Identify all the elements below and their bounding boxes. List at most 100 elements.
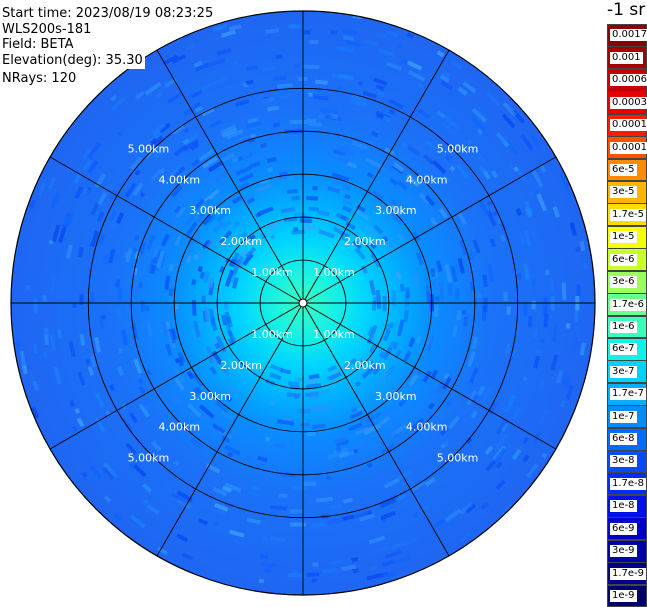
ppi-speckle-cell xyxy=(394,492,408,503)
ppi-speckle-cell xyxy=(381,444,395,455)
ppi-speckle-cell xyxy=(378,350,386,359)
ppi-speckle-cell xyxy=(133,463,147,478)
ppi-speckle-cell xyxy=(507,162,516,172)
ppi-speckle-cell xyxy=(326,475,332,481)
ppi-speckle-cell xyxy=(185,221,198,237)
ppi-speckle-cell xyxy=(177,218,185,225)
ppi-speckle-cell xyxy=(306,572,320,577)
ppi-speckle-cell xyxy=(220,124,237,135)
ppi-speckle-cell xyxy=(210,119,223,128)
ppi-speckle-cell xyxy=(565,385,574,400)
ppi-speckle-cell xyxy=(455,163,469,179)
ppi-speckle-cell xyxy=(77,246,84,258)
ppi-speckle-cell xyxy=(434,377,447,395)
ppi-speckle-cell xyxy=(97,191,108,206)
ppi-speckle-cell xyxy=(332,447,348,455)
ppi-speckle-cell xyxy=(246,120,262,129)
ppi-speckle-cell xyxy=(90,201,100,216)
ppi-speckle-cell xyxy=(445,154,452,162)
ppi-speckle-cell xyxy=(579,342,586,356)
ppi-speckle-cell xyxy=(19,350,27,370)
ppi-speckle-cell xyxy=(177,352,186,364)
ppi-speckle-cell xyxy=(239,133,257,143)
ppi-speckle-cell xyxy=(412,512,419,518)
ppi-speckle-cell xyxy=(540,338,545,344)
ppi-speckle-cell xyxy=(582,262,588,269)
ppi-speckle-cell xyxy=(190,89,203,99)
ppi-speckle-cell xyxy=(213,220,225,233)
ppi-speckle-cell xyxy=(216,47,232,56)
ppi-speckle-cell xyxy=(430,475,443,487)
ppi-speckle-cell xyxy=(396,43,404,49)
ppi-speckle-cell xyxy=(224,395,233,403)
ppi-speckle-cell xyxy=(400,141,410,150)
range-ring-label: 1.00km xyxy=(251,266,293,279)
colorbar-cell: 1.7e-7 xyxy=(607,382,647,406)
colorbar-cell: 1e-6 xyxy=(607,315,647,339)
ppi-speckle-cell xyxy=(331,179,341,186)
colorbar-tick-label: 0.001 xyxy=(610,51,643,64)
ppi-speckle-cell xyxy=(109,384,116,392)
ppi-speckle-cell xyxy=(207,356,215,365)
ppi-speckle-cell xyxy=(186,370,195,380)
ppi-speckle-cell xyxy=(390,423,407,438)
ppi-speckle-cell xyxy=(247,137,256,144)
ppi-speckle-cell xyxy=(379,160,394,172)
ppi-speckle-cell xyxy=(367,366,374,373)
ppi-speckle-cell xyxy=(332,149,346,156)
ppi-speckle-cell xyxy=(342,35,354,41)
ppi-speckle-cell xyxy=(68,399,76,408)
colorbar-tick-label: 0.0017 xyxy=(610,29,647,42)
ppi-speckle-cell xyxy=(246,197,256,205)
ppi-speckle-cell xyxy=(348,457,362,466)
ppi-speckle-cell xyxy=(213,24,228,32)
ppi-speckle-cell xyxy=(278,167,291,174)
ppi-speckle-cell xyxy=(211,76,229,86)
ppi-speckle-cell xyxy=(87,142,101,160)
ppi-speckle-cell xyxy=(74,407,81,414)
ppi-speckle-cell xyxy=(262,65,275,72)
ppi-speckle-cell xyxy=(293,227,299,232)
ppi-speckle-cell xyxy=(478,200,490,216)
ppi-speckle-cell xyxy=(96,211,105,222)
ppi-speckle-cell xyxy=(202,214,213,226)
ppi-speckle-cell xyxy=(155,91,164,99)
ppi-speckle-cell xyxy=(49,192,61,210)
ppi-speckle-cell xyxy=(138,282,143,289)
ppi-speckle-cell xyxy=(327,364,338,373)
ppi-speckle-cell xyxy=(342,28,358,36)
ppi-speckle-cell xyxy=(429,217,438,226)
ppi-speckle-cell xyxy=(438,281,445,300)
ppi-speckle-cell xyxy=(224,301,229,311)
ppi-speckle-cell xyxy=(144,147,156,160)
ppi-speckle-cell xyxy=(317,229,335,239)
ppi-speckle-cell xyxy=(140,300,145,312)
ppi-speckle-cell xyxy=(215,508,227,517)
ppi-speckle-cell xyxy=(247,489,262,498)
ppi-speckle-cell xyxy=(382,346,393,361)
ppi-speckle-cell xyxy=(182,138,190,145)
ppi-speckle-cell xyxy=(49,334,57,352)
ppi-speckle-cell xyxy=(299,479,314,485)
ppi-speckle-cell xyxy=(308,499,319,505)
ppi-speckle-cell xyxy=(268,223,279,231)
ppi-speckle-cell xyxy=(343,497,353,504)
ppi-speckle-cell xyxy=(391,540,406,550)
ppi-speckle-cell xyxy=(158,268,166,282)
ppi-speckle-cell xyxy=(524,207,533,219)
ppi-speckle-cell xyxy=(255,211,262,218)
ppi-speckle-cell xyxy=(513,166,519,173)
ppi-speckle-cell xyxy=(220,435,231,444)
ppi-speckle-cell xyxy=(385,323,392,334)
ppi-speckle-cell xyxy=(367,510,373,516)
ppi-speckle-cell xyxy=(329,503,342,510)
ppi-speckle-cell xyxy=(205,346,216,361)
ppi-speckle-cell xyxy=(142,498,149,506)
ppi-speckle-cell xyxy=(439,426,449,436)
ppi-speckle-cell xyxy=(369,335,377,344)
ppi-speckle-cell xyxy=(550,354,559,371)
azimuth-spoke xyxy=(49,156,304,304)
ppi-speckle-cell xyxy=(273,75,287,81)
ppi-speckle-cell xyxy=(171,54,186,65)
